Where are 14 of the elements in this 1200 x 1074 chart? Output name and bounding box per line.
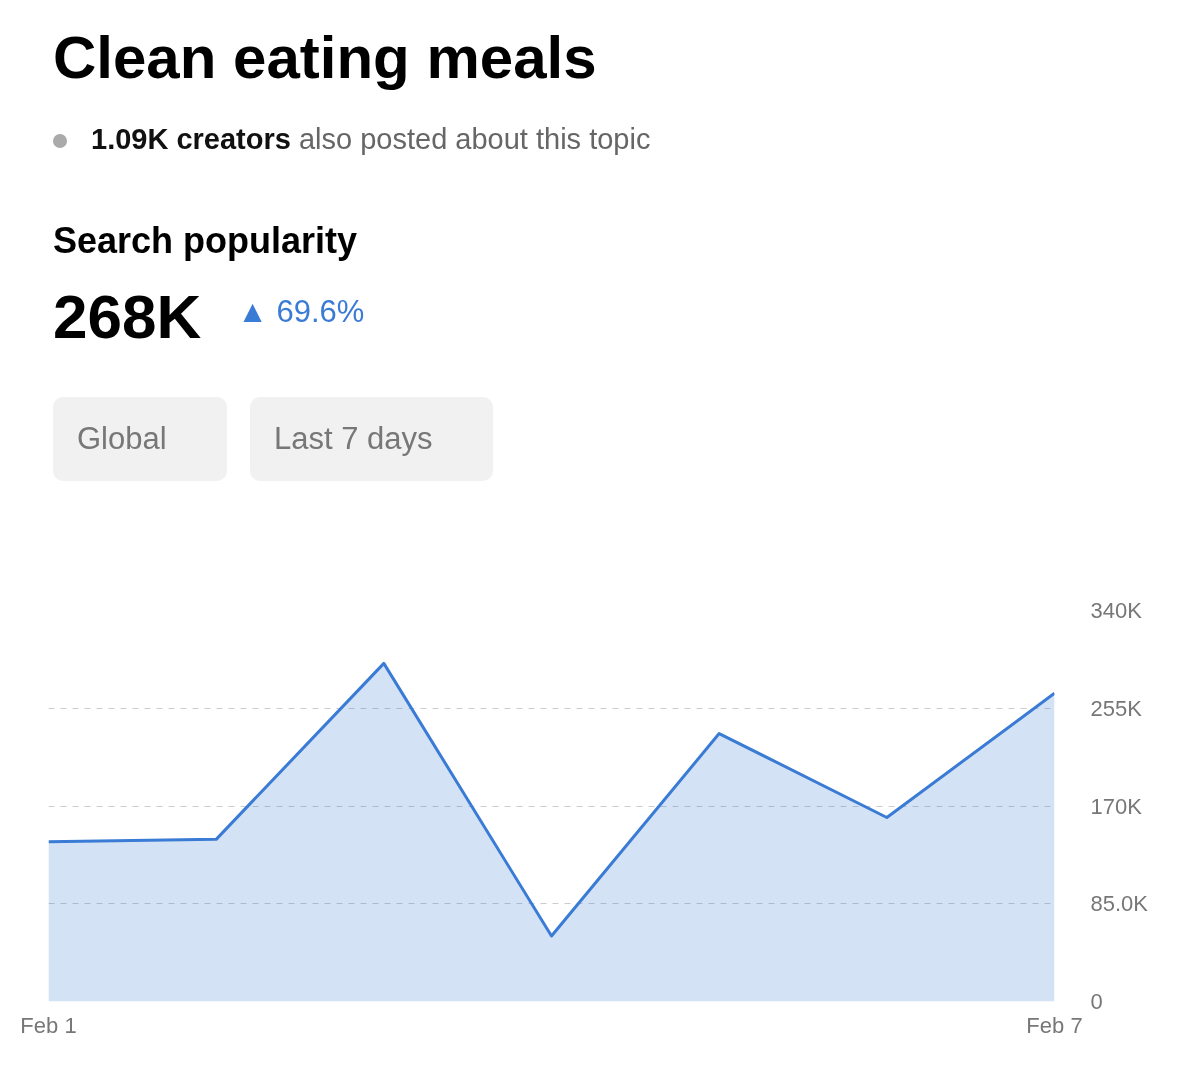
y-tick-label: 0 (1090, 989, 1103, 1014)
y-tick-label: 170K (1090, 793, 1143, 819)
chart-title: Clean eating meals (53, 23, 598, 93)
y-tick-label: 340K (1090, 598, 1143, 623)
text: Global (53, 397, 227, 482)
text: 268K (53, 281, 202, 351)
text: ▲ 69.6% (237, 293, 365, 329)
text: Search popularity (53, 219, 359, 264)
x-tick-label: Feb 1 (20, 1012, 77, 1038)
y-tick-label: 255K (1090, 695, 1143, 721)
x-tick-label: Feb 7 (1026, 1012, 1083, 1038)
y-tick-label: 85.0K (1090, 891, 1149, 917)
chart-subtitle: 1.09K creators also posted about this topic (90, 121, 651, 157)
text: Last 7 days (249, 397, 493, 482)
